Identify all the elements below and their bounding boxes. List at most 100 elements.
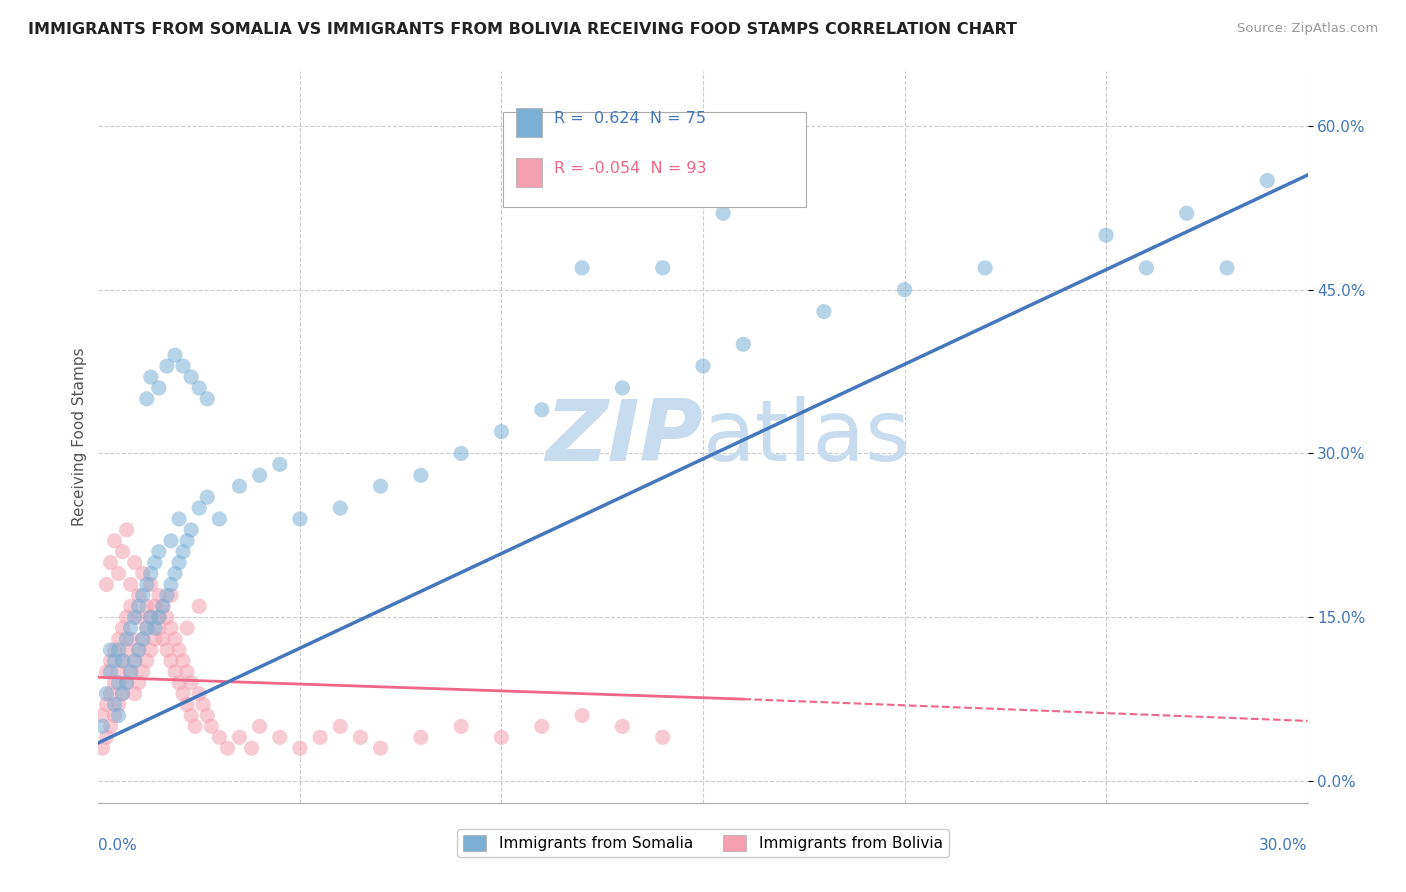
Point <box>167 675 190 690</box>
Point <box>530 402 553 417</box>
Point <box>124 687 146 701</box>
Point <box>193 698 215 712</box>
Point <box>91 708 114 723</box>
Point <box>120 665 142 679</box>
Point <box>167 512 190 526</box>
Point <box>1095 228 1118 243</box>
Point <box>111 545 134 559</box>
Point <box>100 643 122 657</box>
Point <box>571 708 593 723</box>
Text: Source: ZipAtlas.com: Source: ZipAtlas.com <box>1237 22 1378 36</box>
Point <box>115 675 138 690</box>
Point <box>139 577 162 591</box>
Point <box>450 719 472 733</box>
Point <box>115 610 138 624</box>
Y-axis label: Receiving Food Stamps: Receiving Food Stamps <box>72 348 87 526</box>
Point <box>120 621 142 635</box>
Point <box>124 556 146 570</box>
Point <box>249 719 271 733</box>
Text: 30.0%: 30.0% <box>1260 838 1308 853</box>
Point <box>163 665 186 679</box>
Point <box>208 731 231 745</box>
Point <box>1175 206 1198 220</box>
Point <box>1216 260 1239 275</box>
Point <box>107 643 129 657</box>
Point <box>128 588 150 602</box>
Point <box>370 741 392 756</box>
Point <box>172 687 194 701</box>
Point <box>1256 173 1278 187</box>
Point <box>188 381 211 395</box>
Point <box>96 698 118 712</box>
Text: IMMIGRANTS FROM SOMALIA VS IMMIGRANTS FROM BOLIVIA RECEIVING FOOD STAMPS CORRELA: IMMIGRANTS FROM SOMALIA VS IMMIGRANTS FR… <box>28 22 1017 37</box>
Point <box>100 556 122 570</box>
Point <box>160 588 183 602</box>
Point <box>160 654 183 668</box>
Point <box>128 643 150 657</box>
Point <box>813 304 835 318</box>
Point <box>692 359 714 373</box>
Point <box>124 654 146 668</box>
Point <box>120 599 142 614</box>
Point <box>156 610 179 624</box>
Point <box>135 599 157 614</box>
Point <box>100 719 122 733</box>
Point <box>228 479 250 493</box>
Point <box>152 599 174 614</box>
Text: 0.0%: 0.0% <box>98 838 138 853</box>
Point <box>217 741 239 756</box>
Point <box>128 675 150 690</box>
Point <box>107 698 129 712</box>
Point <box>111 621 134 635</box>
Point <box>148 381 170 395</box>
Point <box>180 370 202 384</box>
Point <box>107 632 129 646</box>
Point <box>132 632 155 646</box>
Point <box>111 687 134 701</box>
Point <box>651 731 673 745</box>
Point <box>135 621 157 635</box>
Point <box>148 610 170 624</box>
Point <box>120 665 142 679</box>
Point <box>612 381 634 395</box>
Point <box>288 512 311 526</box>
Point <box>120 632 142 646</box>
Point <box>160 577 183 591</box>
Point <box>156 359 179 373</box>
Point <box>167 643 190 657</box>
Point <box>530 719 553 733</box>
Point <box>100 654 122 668</box>
Point <box>156 588 179 602</box>
Text: R = -0.054  N = 93: R = -0.054 N = 93 <box>554 161 707 176</box>
Bar <box>516 108 543 137</box>
Point <box>107 675 129 690</box>
Point <box>124 610 146 624</box>
Point <box>148 610 170 624</box>
Point <box>111 654 134 668</box>
Point <box>148 545 170 559</box>
Point <box>309 731 332 745</box>
Point <box>176 698 198 712</box>
Point <box>1135 260 1157 275</box>
Point <box>176 533 198 548</box>
Point <box>711 206 734 220</box>
Point <box>172 359 194 373</box>
Point <box>91 741 114 756</box>
Point <box>96 577 118 591</box>
Point <box>152 599 174 614</box>
Point <box>180 523 202 537</box>
Text: R =  0.624  N = 75: R = 0.624 N = 75 <box>554 112 706 127</box>
Point <box>269 458 291 472</box>
Bar <box>516 158 543 187</box>
FancyBboxPatch shape <box>503 112 806 207</box>
Point <box>115 675 138 690</box>
Point <box>269 731 291 745</box>
Point <box>163 632 186 646</box>
Point <box>132 566 155 581</box>
Point <box>176 665 198 679</box>
Point <box>409 731 432 745</box>
Point <box>143 632 166 646</box>
Point <box>107 566 129 581</box>
Point <box>329 719 352 733</box>
Point <box>450 446 472 460</box>
